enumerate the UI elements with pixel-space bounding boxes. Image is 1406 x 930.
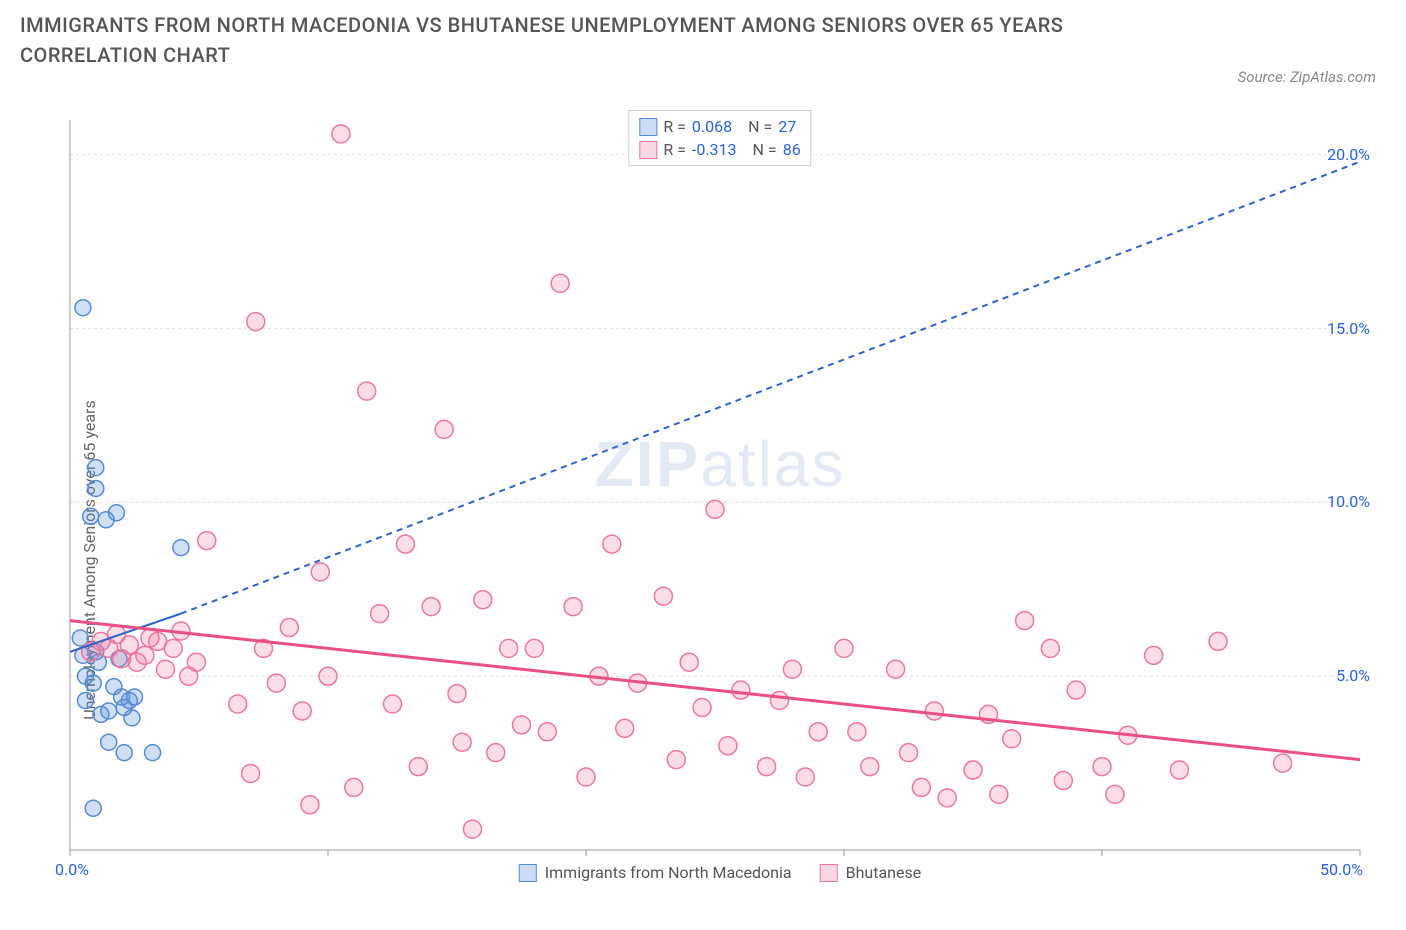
legend-item-label: Bhutanese bbox=[846, 863, 922, 882]
legend-r-value: 0.068 bbox=[692, 117, 732, 136]
legend-swatch bbox=[519, 864, 537, 882]
legend-swatch bbox=[820, 864, 838, 882]
chart-area: Unemployment Among Seniors over 65 years… bbox=[60, 110, 1380, 880]
series-legend: Immigrants from North Macedonia Bhutanes… bbox=[519, 863, 921, 882]
legend-swatch bbox=[639, 141, 657, 159]
legend-r-label: R = bbox=[663, 117, 686, 136]
y-tick-label: 5.0% bbox=[1336, 666, 1370, 685]
legend-item: Bhutanese bbox=[820, 863, 922, 882]
legend-n-label: N = bbox=[753, 140, 777, 159]
legend-row: R = -0.313 N = 86 bbox=[639, 138, 800, 161]
y-tick-label: 20.0% bbox=[1327, 145, 1370, 164]
legend-row: R = 0.068 N = 27 bbox=[639, 115, 800, 138]
y-tick-label: 10.0% bbox=[1327, 492, 1370, 511]
x-tick-label: 0.0% bbox=[55, 860, 89, 879]
legend-swatch bbox=[639, 118, 657, 136]
chart-title: IMMIGRANTS FROM NORTH MACEDONIA VS BHUTA… bbox=[20, 10, 1120, 70]
legend-item-label: Immigrants from North Macedonia bbox=[545, 863, 792, 882]
correlation-legend: R = 0.068 N = 27 R = -0.313 N = 86 bbox=[628, 110, 811, 166]
x-tick-label: 50.0% bbox=[1320, 860, 1363, 879]
legend-n-value: 86 bbox=[783, 140, 801, 159]
legend-item: Immigrants from North Macedonia bbox=[519, 863, 792, 882]
y-tick-label: 15.0% bbox=[1327, 319, 1370, 338]
legend-r-value: -0.313 bbox=[692, 140, 737, 159]
legend-r-label: R = bbox=[663, 140, 686, 159]
legend-n-value: 27 bbox=[778, 117, 796, 136]
source-attribution: Source: ZipAtlas.com bbox=[1238, 68, 1376, 86]
scatter-chart bbox=[60, 110, 1380, 880]
legend-n-label: N = bbox=[748, 117, 772, 136]
